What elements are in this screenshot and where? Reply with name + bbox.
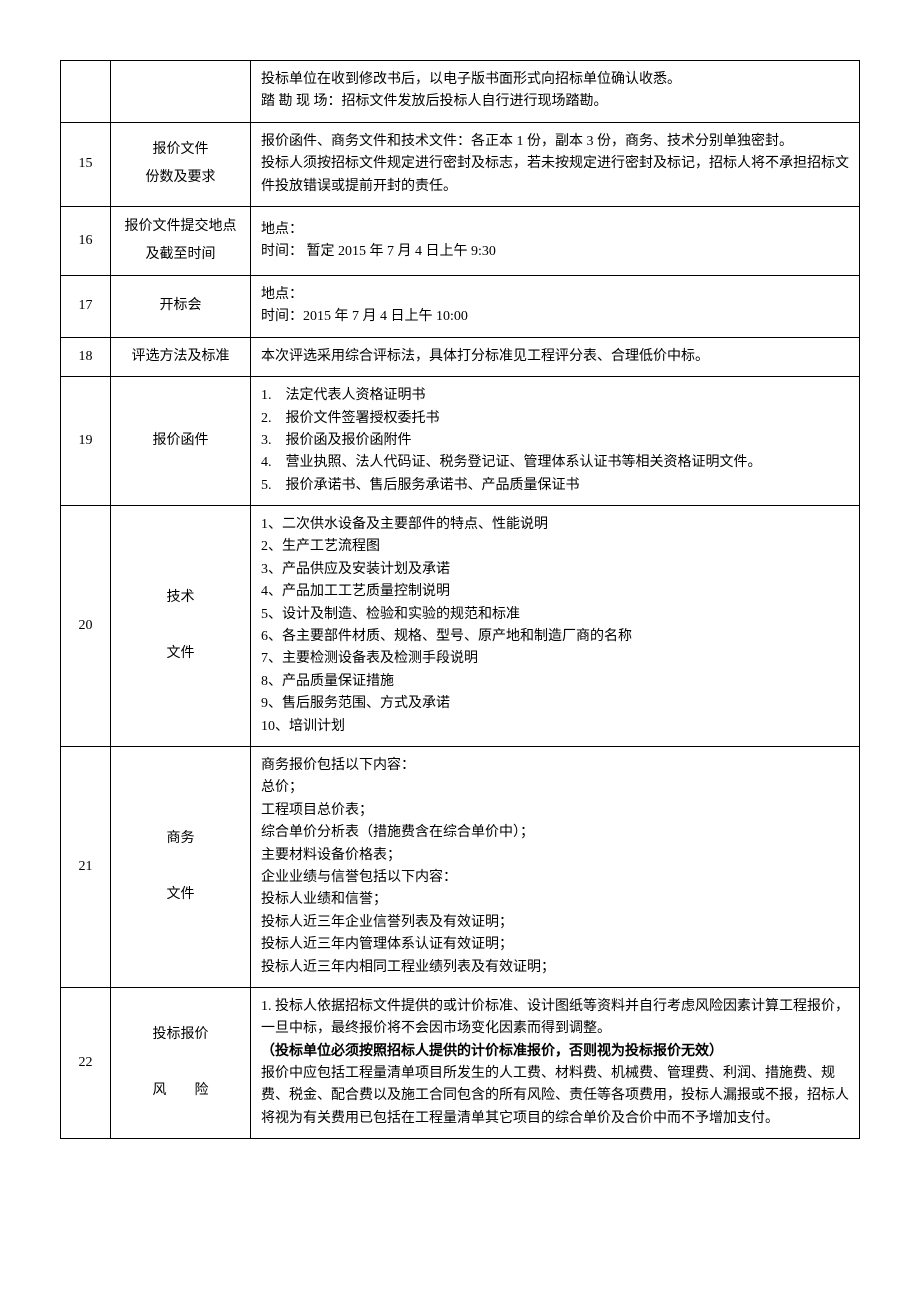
title-text: 投标报价 (153, 1027, 209, 1042)
content-text: 1. 投标人依据招标文件提供的或计价标准、设计图纸等资料并自行考虑风险因素计算工… (261, 996, 849, 1041)
content-text: 9、售后服务范围、方式及承诺 (261, 693, 849, 715)
content-text: 10、培训计划 (261, 716, 849, 738)
row-content: 地点： 时间： 暂定 2015 年 7 月 4 日上午 9:30 (251, 206, 860, 275)
table-row: 17 开标会 地点： 时间：2015 年 7 月 4 日上午 10:00 (61, 275, 860, 337)
content-text: 报价函件、商务文件和技术文件：各正本 1 份，副本 3 份，商务、技术分别单独密… (261, 131, 849, 153)
row-title (111, 61, 251, 123)
content-text: 综合单价分析表（措施费含在综合单价中）； (261, 822, 849, 844)
content-text: 报价中应包括工程量清单项目所发生的人工费、材料费、机械费、管理费、利润、措施费、… (261, 1063, 849, 1130)
content-text: 时间： 暂定 2015 年 7 月 4 日上午 9:30 (261, 241, 849, 263)
content-text: 时间：2015 年 7 月 4 日上午 10:00 (261, 306, 849, 328)
content-text: 8、产品质量保证措施 (261, 671, 849, 693)
row-content: 1、二次供水设备及主要部件的特点、性能说明 2、生产工艺流程图 3、产品供应及安… (251, 506, 860, 747)
row-title: 报价文件提交地点 及截至时间 (111, 206, 251, 275)
content-text: 2. 报价文件签署授权委托书 (261, 408, 849, 430)
content-text: 投标人须按招标文件规定进行密封及标志，若未按规定进行密封及标记，招标人将不承担招… (261, 153, 849, 198)
content-text: 商务报价包括以下内容： (261, 755, 849, 777)
content-text: 投标人近三年企业信誉列表及有效证明； (261, 912, 849, 934)
content-text: 2、生产工艺流程图 (261, 536, 849, 558)
row-number (61, 61, 111, 123)
content-text: 7、主要检测设备表及检测手段说明 (261, 648, 849, 670)
title-text: 报价文件 (153, 142, 209, 157)
content-text: 踏 勘 现 场：招标文件发放后投标人自行进行现场踏勘。 (261, 91, 849, 113)
content-text: 6、各主要部件材质、规格、型号、原产地和制造厂商的名称 (261, 626, 849, 648)
title-text: 报价文件提交地点 (125, 219, 237, 234)
title-text: 风 险 (153, 1083, 209, 1098)
row-content: 商务报价包括以下内容： 总价； 工程项目总价表； 综合单价分析表（措施费含在综合… (251, 746, 860, 987)
table-row: 22 投标报价 风 险 1. 投标人依据招标文件提供的或计价标准、设计图纸等资料… (61, 987, 860, 1138)
title-text: 及截至时间 (146, 247, 216, 262)
content-text: 主要材料设备价格表； (261, 845, 849, 867)
content-text: 3、产品供应及安装计划及承诺 (261, 559, 849, 581)
table-row: 16 报价文件提交地点 及截至时间 地点： 时间： 暂定 2015 年 7 月 … (61, 206, 860, 275)
row-number: 18 (61, 337, 111, 376)
content-text: 地点： (261, 284, 849, 306)
content-text: 地点： (261, 219, 849, 241)
content-text: 投标人近三年内相同工程业绩列表及有效证明； (261, 957, 849, 979)
row-number: 15 (61, 122, 111, 206)
table-row: 18 评选方法及标准 本次评选采用综合评标法，具体打分标准见工程评分表、合理低价… (61, 337, 860, 376)
content-text: 投标人业绩和信誉； (261, 889, 849, 911)
row-content: 1. 投标人依据招标文件提供的或计价标准、设计图纸等资料并自行考虑风险因素计算工… (251, 987, 860, 1138)
content-text: 总价； (261, 777, 849, 799)
row-number: 20 (61, 506, 111, 747)
content-text: 5. 报价承诺书、售后服务承诺书、产品质量保证书 (261, 475, 849, 497)
table-row: 投标单位在收到修改书后，以电子版书面形式向招标单位确认收悉。 踏 勘 现 场：招… (61, 61, 860, 123)
title-text: 技术 (167, 590, 195, 605)
title-text: 商务 (167, 831, 195, 846)
content-text: 3. 报价函及报价函附件 (261, 430, 849, 452)
content-text: 1. 法定代表人资格证明书 (261, 385, 849, 407)
table-row: 19 报价函件 1. 法定代表人资格证明书 2. 报价文件签署授权委托书 3. … (61, 377, 860, 506)
content-text: 4、产品加工工艺质量控制说明 (261, 581, 849, 603)
table-row: 15 报价文件 份数及要求 报价函件、商务文件和技术文件：各正本 1 份，副本 … (61, 122, 860, 206)
row-content: 1. 法定代表人资格证明书 2. 报价文件签署授权委托书 3. 报价函及报价函附… (251, 377, 860, 506)
row-number: 16 (61, 206, 111, 275)
content-text: 投标人近三年内管理体系认证有效证明； (261, 934, 849, 956)
row-content: 本次评选采用综合评标法，具体打分标准见工程评分表、合理低价中标。 (251, 337, 860, 376)
content-text: 4. 营业执照、法人代码证、税务登记证、管理体系认证书等相关资格证明文件。 (261, 452, 849, 474)
row-content: 地点： 时间：2015 年 7 月 4 日上午 10:00 (251, 275, 860, 337)
row-number: 17 (61, 275, 111, 337)
table-row: 21 商务 文件 商务报价包括以下内容： 总价； 工程项目总价表； 综合单价分析… (61, 746, 860, 987)
row-number: 22 (61, 987, 111, 1138)
row-title: 报价文件 份数及要求 (111, 122, 251, 206)
row-title: 报价函件 (111, 377, 251, 506)
row-number: 21 (61, 746, 111, 987)
content-text: 投标单位在收到修改书后，以电子版书面形式向招标单位确认收悉。 (261, 69, 849, 91)
row-content: 投标单位在收到修改书后，以电子版书面形式向招标单位确认收悉。 踏 勘 现 场：招… (251, 61, 860, 123)
title-text: 文件 (167, 887, 195, 902)
bid-document-table: 投标单位在收到修改书后，以电子版书面形式向招标单位确认收悉。 踏 勘 现 场：招… (60, 60, 860, 1139)
row-title: 商务 文件 (111, 746, 251, 987)
row-title: 投标报价 风 险 (111, 987, 251, 1138)
content-text: 1、二次供水设备及主要部件的特点、性能说明 (261, 514, 849, 536)
row-content: 报价函件、商务文件和技术文件：各正本 1 份，副本 3 份，商务、技术分别单独密… (251, 122, 860, 206)
content-text: 企业业绩与信誉包括以下内容： (261, 867, 849, 889)
table-row: 20 技术 文件 1、二次供水设备及主要部件的特点、性能说明 2、生产工艺流程图… (61, 506, 860, 747)
content-text: 工程项目总价表； (261, 800, 849, 822)
title-text: 份数及要求 (146, 170, 216, 185)
title-text: 文件 (167, 646, 195, 661)
content-text-bold: （投标单位必须按照招标人提供的计价标准报价，否则视为投标报价无效） (261, 1041, 849, 1063)
row-number: 19 (61, 377, 111, 506)
content-text: 5、设计及制造、检验和实验的规范和标准 (261, 604, 849, 626)
content-text: 本次评选采用综合评标法，具体打分标准见工程评分表、合理低价中标。 (261, 346, 849, 368)
row-title: 开标会 (111, 275, 251, 337)
row-title: 技术 文件 (111, 506, 251, 747)
row-title: 评选方法及标准 (111, 337, 251, 376)
